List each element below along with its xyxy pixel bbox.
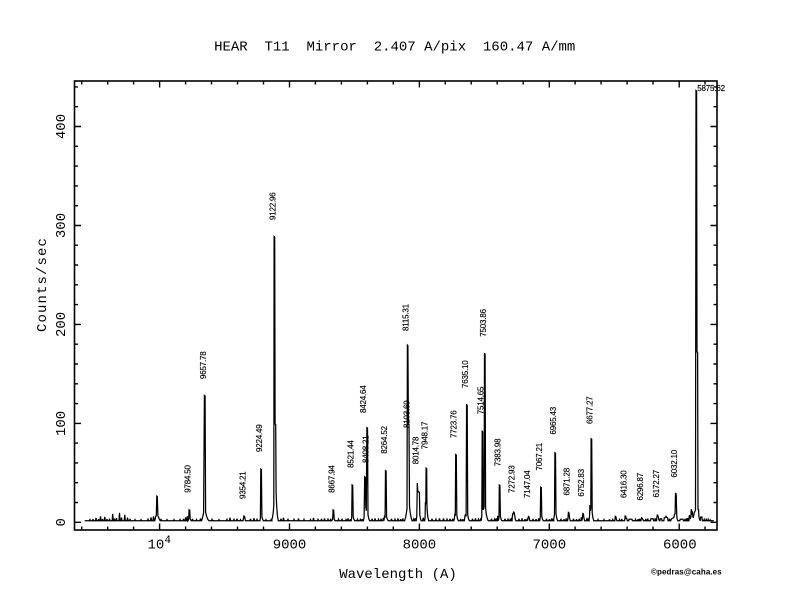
svg-text:8264.52: 8264.52 [380,425,389,453]
svg-text:7000: 7000 [532,538,566,554]
svg-text:©pedras@caha.es: ©pedras@caha.es [651,568,722,577]
svg-text:6416.30: 6416.30 [619,470,628,498]
svg-text:9354.21: 9354.21 [238,471,247,499]
svg-text:7948.17: 7948.17 [421,421,430,449]
svg-text:9657.78: 9657.78 [199,351,208,379]
svg-text:6000: 6000 [663,538,697,554]
svg-text:8014.78: 8014.78 [412,436,421,464]
svg-text:7067.21: 7067.21 [535,442,544,470]
svg-text:HEAR T11 Mirror 2.407 A/pix: HEAR T11 Mirror 2.407 A/pix 160.47 A/mm [214,40,575,56]
svg-text:8115.31: 8115.31 [402,303,411,331]
svg-text:6677.27: 6677.27 [585,396,594,424]
svg-text:6871.28: 6871.28 [563,467,572,495]
svg-text:400: 400 [54,114,70,139]
svg-text:6752.83: 6752.83 [577,468,586,496]
svg-text:7635.10: 7635.10 [461,360,470,388]
svg-text:Counts/sec: Counts/sec [35,237,51,332]
svg-text:8667.94: 8667.94 [328,465,337,493]
svg-text:100: 100 [54,411,70,436]
svg-text:6965.43: 6965.43 [549,406,558,434]
svg-text:9122.96: 9122.96 [269,192,278,220]
svg-text:7383.98: 7383.98 [494,438,503,466]
svg-text:5875.62: 5875.62 [697,84,725,93]
svg-text:Wavelength (A): Wavelength (A) [339,567,457,583]
svg-text:8521.44: 8521.44 [347,440,356,468]
svg-text:8424.64: 8424.64 [359,385,368,413]
svg-text:7272.93: 7272.93 [508,465,517,493]
svg-text:8408.21: 8408.21 [361,435,370,463]
svg-text:6032.10: 6032.10 [670,449,679,477]
svg-text:7147.04: 7147.04 [523,470,532,498]
svg-text:9000: 9000 [273,538,307,554]
svg-text:9784.50: 9784.50 [184,465,193,493]
svg-text:6172.27: 6172.27 [652,469,661,497]
svg-text:7514.65: 7514.65 [477,386,486,414]
svg-text:300: 300 [54,213,70,238]
svg-text:7723.76: 7723.76 [450,410,459,438]
svg-text:9224.49: 9224.49 [255,424,264,452]
svg-text:6296.87: 6296.87 [636,472,645,500]
svg-text:8000: 8000 [403,538,437,554]
svg-text:7503.86: 7503.86 [479,308,488,336]
svg-text:0: 0 [54,518,70,526]
svg-text:8103.69: 8103.69 [403,400,412,428]
svg-text:200: 200 [54,312,70,337]
